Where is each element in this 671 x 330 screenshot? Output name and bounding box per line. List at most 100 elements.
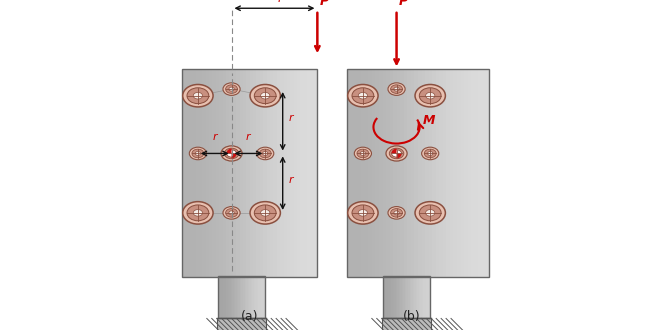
Ellipse shape (415, 84, 446, 107)
Ellipse shape (389, 148, 404, 159)
Ellipse shape (183, 202, 213, 224)
Ellipse shape (254, 205, 276, 221)
Bar (185, 69, 189, 277)
Bar (422, 276, 423, 318)
Ellipse shape (386, 146, 407, 161)
Bar (218, 276, 220, 318)
Bar (217, 318, 266, 330)
Ellipse shape (391, 85, 403, 93)
Ellipse shape (260, 92, 270, 99)
Bar (240, 69, 244, 277)
Bar (226, 276, 228, 318)
Bar (291, 69, 294, 277)
Ellipse shape (394, 87, 399, 91)
Ellipse shape (357, 149, 369, 158)
Bar (260, 69, 264, 277)
Bar (389, 276, 391, 318)
Bar (192, 69, 196, 277)
Ellipse shape (388, 207, 405, 219)
Bar (229, 276, 231, 318)
Bar (401, 69, 404, 277)
Bar (399, 276, 401, 318)
Ellipse shape (348, 202, 378, 224)
Bar (249, 276, 251, 318)
Ellipse shape (419, 88, 441, 104)
Ellipse shape (394, 211, 399, 215)
Ellipse shape (262, 151, 268, 155)
Bar (397, 276, 399, 318)
Bar (393, 276, 395, 318)
Ellipse shape (229, 87, 234, 91)
Bar (418, 69, 422, 277)
Bar (297, 69, 301, 277)
Bar (307, 69, 311, 277)
Bar (231, 276, 233, 318)
Ellipse shape (221, 146, 242, 161)
Ellipse shape (225, 209, 238, 217)
Bar (397, 69, 401, 277)
Bar (227, 276, 229, 318)
Ellipse shape (250, 202, 280, 224)
Bar (243, 276, 245, 318)
Ellipse shape (224, 148, 239, 159)
Bar (423, 276, 425, 318)
Bar (407, 69, 411, 277)
Ellipse shape (193, 92, 203, 99)
Bar (263, 276, 265, 318)
Bar (216, 69, 219, 277)
Ellipse shape (254, 88, 276, 104)
Ellipse shape (419, 205, 441, 221)
Bar (414, 276, 416, 318)
Bar (252, 276, 254, 318)
Bar (394, 276, 396, 318)
Bar (408, 276, 410, 318)
Bar (368, 69, 372, 277)
Bar (454, 69, 458, 277)
Bar (435, 69, 440, 277)
Ellipse shape (360, 151, 366, 155)
Bar (385, 276, 386, 318)
Bar (471, 69, 475, 277)
Bar (386, 276, 389, 318)
Bar (218, 276, 264, 318)
Bar (450, 69, 454, 277)
Bar (427, 276, 428, 318)
Bar (372, 69, 376, 277)
Bar (182, 69, 317, 277)
Bar (386, 69, 390, 277)
Bar (311, 69, 314, 277)
Text: P: P (320, 0, 329, 8)
Bar (464, 69, 468, 277)
Bar (416, 276, 417, 318)
Bar (420, 276, 422, 318)
Bar (234, 276, 236, 318)
Bar (417, 276, 419, 318)
Bar (358, 69, 362, 277)
Text: (a): (a) (241, 311, 258, 323)
Bar (365, 69, 368, 277)
Bar (475, 69, 478, 277)
Bar (401, 276, 402, 318)
Bar (429, 69, 433, 277)
Bar (260, 276, 262, 318)
Ellipse shape (354, 147, 372, 160)
Ellipse shape (392, 150, 401, 157)
Ellipse shape (223, 83, 240, 95)
Bar (347, 69, 489, 277)
Ellipse shape (259, 149, 271, 158)
Bar (379, 69, 383, 277)
Bar (206, 69, 209, 277)
Ellipse shape (415, 202, 446, 224)
Ellipse shape (352, 205, 374, 221)
Bar (354, 69, 358, 277)
Wedge shape (397, 153, 401, 158)
Bar (382, 318, 431, 330)
Bar (256, 69, 260, 277)
Bar (428, 276, 430, 318)
Bar (446, 69, 450, 277)
Bar (263, 69, 267, 277)
Ellipse shape (250, 84, 280, 107)
Bar (411, 276, 413, 318)
Text: (b): (b) (403, 311, 420, 323)
Bar (411, 69, 415, 277)
